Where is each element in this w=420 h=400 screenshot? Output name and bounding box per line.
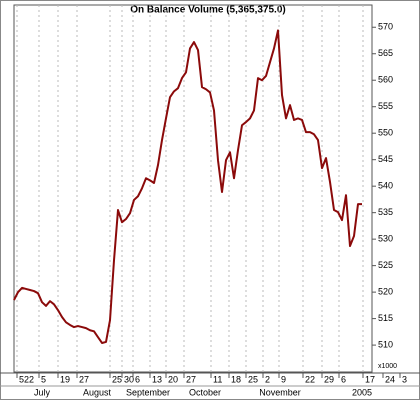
plot-frame [13,4,373,373]
x-tick-label: 25 [248,374,258,384]
x-tick-label: 18 [231,374,241,384]
y-tick-label: 565 [378,48,393,58]
data-line [13,29,362,344]
x-tick-label: 6 [341,374,346,384]
month-label: July [34,387,51,397]
y-tick-label: 525 [378,260,393,270]
x-tick-label: 3 [402,374,407,384]
x-tick-label: 11 [213,374,222,384]
x-tick-label: 22 [305,374,315,384]
y-tick-label: 515 [378,313,393,323]
x-tick-label: 27 [79,374,89,384]
x-tick-label: 29 [324,374,334,384]
y-tick-label: 545 [378,154,393,164]
y-tick-label: 535 [378,207,393,217]
y-tick-label: 520 [378,287,393,297]
y-tick-label: 530 [378,234,393,244]
month-label: August [83,387,112,397]
month-label: October [189,387,221,397]
y-tick-label: 570 [378,22,393,32]
x-tick-label: 9 [281,374,286,384]
x-tick-label: 13 [152,374,162,384]
y-tick-label: 560 [378,75,393,85]
y-tick-label: 550 [378,128,393,138]
month-label: September [126,387,170,397]
month-label: 2005 [352,387,372,397]
x-tick-label: 19 [60,374,70,384]
x-tick-label: 24 [385,374,395,384]
x-tick-label: 17 [365,374,375,384]
x-tick-label: 25 [112,374,122,384]
y-tick-label: 540 [378,181,393,191]
x-tick-label: 5 [41,374,46,384]
y-tick-label: 555 [378,101,393,111]
y-axis-label: x1000 [378,363,397,370]
x-tick-label: 20 [168,374,178,384]
x-tick-label: 27 [186,374,196,384]
x-tick-label: 6 [135,374,140,384]
y-tick-label: 510 [378,339,393,349]
x-tick-label: 522 [19,374,34,384]
chart-title: On Balance Volume (5,365,375.0) [130,5,285,16]
x-tick-label: 2 [265,374,270,384]
x-tick-label: 30 [124,374,134,384]
month-label: November [259,387,301,397]
